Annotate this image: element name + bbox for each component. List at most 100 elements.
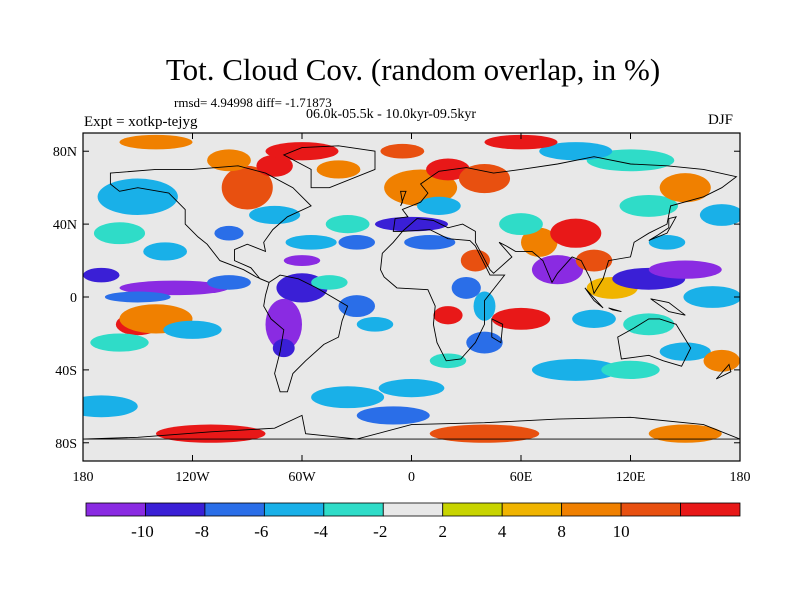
field-patch [311, 386, 385, 409]
lon-tick-label: 0 [408, 470, 415, 485]
colorbar-swatch [382, 502, 444, 517]
lat-tick-label: 40N [53, 218, 77, 233]
field-patch [378, 379, 445, 398]
field-patch [207, 149, 251, 172]
field-patch [119, 134, 193, 150]
coastlines [83, 145, 740, 440]
colorbar-label: -10 [131, 522, 154, 541]
field-patch [458, 163, 511, 194]
field-patch [143, 242, 188, 261]
field-patch [325, 215, 370, 234]
field-patch [426, 158, 470, 181]
field-patch [338, 235, 375, 250]
field-patch [97, 178, 178, 215]
field-patch [648, 424, 722, 443]
field-patch [499, 213, 543, 236]
lon-tick-label: 60E [510, 470, 533, 485]
field-patch [375, 216, 448, 232]
field-patch [433, 306, 463, 325]
colorbar-swatch [442, 502, 503, 517]
colorbar-label: -8 [195, 522, 209, 541]
colorbar-swatch [85, 502, 146, 517]
colorbar-swatch [561, 502, 622, 517]
field-patch [550, 218, 602, 248]
field-patch [214, 225, 244, 241]
field-patch [256, 154, 293, 177]
field-patch [429, 424, 540, 443]
plot-title: Tot. Cloud Cov. (random overlap, in %) [165, 52, 661, 87]
colorbar-label: 2 [438, 522, 447, 541]
field-patch [572, 309, 616, 328]
coastline [584, 287, 604, 309]
lat-tick-label: 80N [53, 145, 77, 160]
field-patch [156, 424, 266, 443]
coastline [109, 165, 312, 283]
coastline [400, 190, 407, 207]
lat-tick-label: 0 [70, 291, 77, 306]
coastline [617, 318, 692, 367]
field-patch [648, 235, 686, 250]
field-patch [659, 342, 711, 361]
coastline [648, 216, 677, 241]
field-patch [283, 255, 321, 267]
coastline [282, 145, 376, 189]
field-patch [285, 235, 337, 250]
colorbar-swatch [204, 502, 265, 517]
axis-ticks: 180 120W 60W 0 60E 120E 180 80N 40N 0 40S 80S [53, 133, 751, 485]
colorbar-label: -6 [254, 522, 268, 541]
coastline [608, 307, 622, 313]
field-patch [380, 143, 425, 159]
field-patch [83, 395, 138, 418]
field-patch [575, 249, 613, 272]
field-patch [484, 134, 558, 150]
rmsd-diff-stats: rmsd= 4.94998 diff= -1.71873 [174, 95, 332, 110]
field-patch [648, 260, 722, 279]
field-patch [451, 276, 481, 299]
colorbar: -10 -8 -6 -4 -2 2 4 8 10 [85, 502, 741, 541]
coastline [263, 274, 349, 393]
lon-tick-label: 180 [73, 470, 94, 485]
field-patch [265, 298, 302, 350]
field-patch [272, 338, 295, 358]
field-patch [703, 349, 740, 372]
lon-tick-label: 120W [175, 470, 210, 485]
field-patch [356, 406, 430, 425]
field-patch [531, 255, 584, 285]
colorbar-swatch [145, 502, 206, 517]
field-patch [265, 142, 339, 161]
field-patch [207, 275, 251, 290]
colorbar-label: 10 [613, 522, 630, 541]
coastline [380, 229, 506, 362]
lat-tick-label: 40S [55, 364, 77, 379]
colorbar-swatch [501, 502, 563, 517]
field-patch [683, 286, 740, 308]
field-patch [93, 222, 146, 245]
coastline [650, 298, 686, 316]
field-patch [601, 360, 660, 379]
field-patch [163, 320, 222, 339]
field-patch [356, 317, 394, 332]
coastline [715, 363, 732, 380]
coastline [392, 156, 738, 295]
lon-tick-label: 120E [616, 470, 646, 485]
field-patch [249, 205, 301, 225]
field-patch [531, 358, 620, 381]
period-label: 06.0k-05.5k - 10.0kyr-09.5kyr [306, 107, 477, 122]
field-patch [416, 196, 461, 215]
colorbar-swatch [263, 502, 325, 517]
lon-tick-label: 180 [730, 470, 751, 485]
colorbar-label: 4 [498, 522, 507, 541]
field-patch [104, 291, 171, 303]
field-patch [623, 313, 675, 336]
field-patch [90, 333, 149, 352]
field-patch [83, 267, 120, 283]
colorbar-label: -4 [314, 522, 329, 541]
lat-tick-label: 80S [55, 437, 77, 452]
field-patch [466, 331, 503, 354]
lon-tick-label: 60W [288, 470, 316, 485]
field-patch [316, 160, 361, 179]
season-label: DJF [708, 112, 734, 128]
colorbar-label: 8 [557, 522, 566, 541]
field-patch [119, 280, 229, 296]
field-patch [311, 275, 348, 290]
